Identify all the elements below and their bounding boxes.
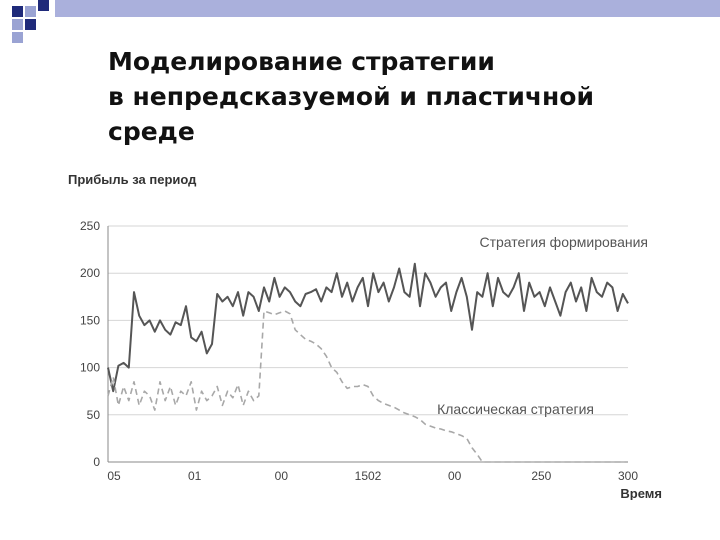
- x-tick-label: 00: [275, 469, 289, 483]
- header-band: [55, 0, 720, 17]
- series-label-shaping: Стратегия формирования: [479, 234, 648, 250]
- series-label-classic: Классическая стратегия: [437, 401, 594, 417]
- x-axis-label: Время: [620, 486, 662, 500]
- y-tick-label: 50: [87, 408, 101, 422]
- x-tick-label: 1502: [355, 469, 382, 483]
- x-tick-label: 00: [448, 469, 462, 483]
- x-tick-label: 05: [107, 469, 121, 483]
- corner-square: [12, 19, 23, 30]
- x-tick-label: 250: [531, 469, 551, 483]
- corner-square: [38, 0, 49, 11]
- series-line-shaping: [107, 262, 629, 393]
- title-line: Моделирование стратегии: [108, 47, 495, 76]
- corner-square: [25, 6, 36, 17]
- title-line: в непредсказуемой и пластичной: [108, 82, 594, 111]
- title-line: среде: [108, 117, 195, 146]
- x-tick-label: 300: [618, 469, 638, 483]
- y-axis-label: Прибыль за период: [68, 172, 197, 187]
- y-tick-label: 250: [80, 219, 100, 233]
- slide-title: Моделирование стратегии в непредсказуемо…: [108, 44, 688, 149]
- y-tick-label: 200: [80, 266, 100, 280]
- series-line-classic: [107, 310, 628, 463]
- slide-header-decoration: [12, 0, 720, 43]
- corner-square: [25, 19, 36, 30]
- y-tick-label: 0: [93, 455, 100, 469]
- profit-chart: Прибыль за период 0 50 100 150 200 250 05 01 00 15…: [0, 160, 720, 501]
- corner-square: [12, 32, 23, 43]
- y-tick-label: 150: [80, 313, 100, 327]
- x-tick-label: 01: [188, 469, 202, 483]
- y-tick-label: 100: [80, 361, 100, 375]
- corner-square: [12, 6, 23, 17]
